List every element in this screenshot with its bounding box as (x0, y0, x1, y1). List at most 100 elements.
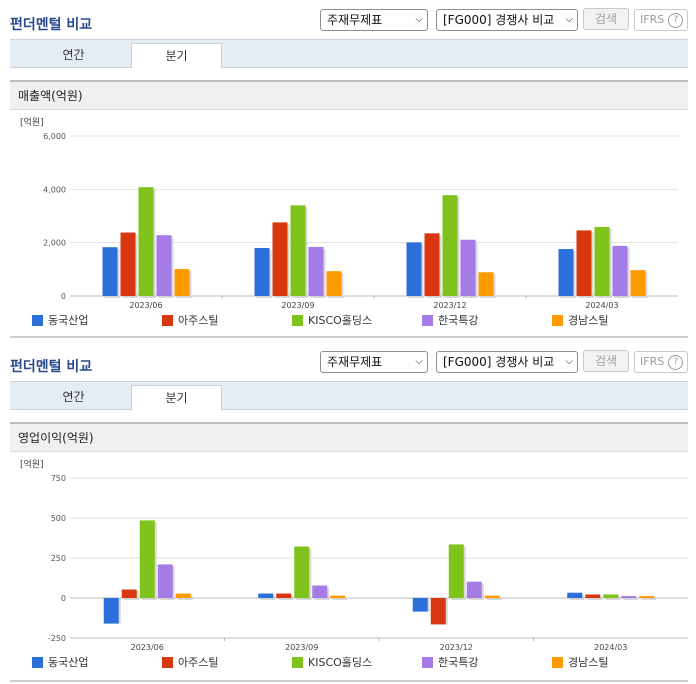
legend-swatch (162, 657, 173, 668)
bar-아주스틸 (430, 598, 446, 625)
section-divider (10, 680, 688, 682)
compare-select-value: [FG000] 경쟁사 비교 (443, 355, 555, 369)
bar-동국산업 (258, 593, 274, 598)
bar-한국특강 (156, 235, 172, 296)
bar-동국산업 (103, 598, 119, 624)
bar-KISCO홀딩스 (290, 205, 306, 296)
bar-KISCO홀딩스 (294, 546, 310, 598)
section-title: 펀더멘털 비교 (10, 17, 93, 33)
bar-경남스틸 (330, 595, 346, 598)
bar-아주스틸 (585, 594, 601, 598)
legend-label: 경남스틸 (568, 656, 608, 669)
x-tick-label: 2024/03 (585, 301, 618, 310)
bar-shadow (641, 598, 657, 600)
bar-한국특강 (621, 596, 637, 598)
tab-quarterly[interactable]: 분기 (131, 385, 222, 411)
legend-swatch (422, 657, 433, 668)
bar-아주스틸 (276, 593, 292, 598)
operating-profit-bar-chart: [억원] -250 0 250 500 750 2023/06 2023/09 2023/12 2… (20, 458, 688, 669)
legend-swatch (162, 315, 173, 326)
bar-동국산업 (558, 249, 574, 296)
legend-label: 한국특강 (438, 314, 478, 327)
legend-swatch (32, 315, 43, 326)
bar-KISCO홀딩스 (603, 594, 619, 598)
bar-동국산업 (254, 248, 270, 296)
statement-select-value: 주재무제표 (327, 355, 383, 369)
bar-경남스틸 (484, 595, 500, 598)
compare-select[interactable]: [FG000] 경쟁사 비교 ⌵ (436, 351, 578, 373)
bar-동국산업 (567, 592, 583, 598)
y-tick-label: 750 (51, 474, 66, 483)
bar-동국산업 (102, 247, 118, 296)
bar-동국산업 (412, 598, 428, 612)
bar-아주스틸 (424, 233, 440, 296)
compare-select[interactable]: [FG000] 경쟁사 비교 ⌵ (436, 9, 578, 31)
bar-한국특강 (157, 564, 173, 598)
chevron-down-icon: ⌵ (565, 14, 573, 25)
legend-swatch (32, 657, 43, 668)
bar-경남스틸 (478, 272, 494, 296)
compare-select-value: [FG000] 경쟁사 비교 (443, 13, 555, 27)
search-button[interactable]: 검색 (583, 350, 629, 372)
bar-경남스틸 (326, 271, 342, 296)
fundamental-compare-section-revenue: 펀더멘털 비교 주재무제표 ⌵ [FG000] 경쟁사 비교 ⌵ 검색 IFRS… (0, 0, 696, 340)
bar-shadow (332, 597, 348, 600)
y-tick-label: 0 (61, 594, 66, 603)
revenue-bar-chart: [억원] 0 2,000 4,000 6,000 2023/06 2023/09 2023/1… (20, 116, 678, 327)
y-tick-label: 250 (51, 554, 66, 563)
bar-경남스틸 (174, 269, 190, 296)
ifrs-help-button[interactable]: IFRS? (634, 9, 688, 31)
tab-quarterly[interactable]: 분기 (131, 43, 222, 69)
bar-한국특강 (466, 581, 482, 598)
period-tabs: 연간 분기 (10, 39, 688, 69)
bar-아주스틸 (120, 232, 136, 296)
x-tick-label: 2023/09 (281, 301, 314, 310)
bar-한국특강 (308, 246, 324, 296)
tab-annual[interactable]: 연간 (62, 48, 85, 62)
y-axis-unit: [억원] (20, 116, 44, 128)
statement-select[interactable]: 주재무제표 ⌵ (320, 9, 428, 31)
help-icon: ? (668, 354, 684, 370)
y-axis-unit: [억원] (20, 458, 44, 470)
period-tabs: 연간 분기 (10, 381, 688, 411)
x-tick-label: 2023/06 (131, 643, 164, 652)
bar-아주스틸 (121, 589, 137, 598)
legend-label: 경남스틸 (568, 314, 608, 327)
chevron-down-icon: ⌵ (415, 356, 423, 367)
x-tick-label: 2023/12 (433, 301, 466, 310)
x-tick-label: 2023/09 (285, 643, 318, 652)
statement-select-value: 주재무제표 (327, 13, 383, 27)
bar-경남스틸 (630, 270, 646, 296)
bar-KISCO홀딩스 (442, 195, 458, 296)
y-tick-label: 2,000 (43, 239, 66, 248)
chevron-down-icon: ⌵ (565, 356, 573, 367)
bar-경남스틸 (639, 596, 655, 598)
y-tick-label: 4,000 (43, 185, 66, 194)
tab-annual[interactable]: 연간 (62, 390, 85, 404)
legend-label: KISCO홀딩스 (308, 656, 372, 669)
bar-shadow (486, 597, 502, 600)
bar-KISCO홀딩스 (139, 520, 155, 598)
bar-shadow (587, 596, 603, 600)
y-tick-label: 500 (51, 514, 66, 523)
statement-select[interactable]: 주재무제표 ⌵ (320, 351, 428, 373)
search-button[interactable]: 검색 (583, 8, 629, 30)
legend-label: 아주스틸 (178, 656, 218, 669)
bar-shadow (623, 598, 639, 600)
x-tick-label: 2024/03 (594, 643, 627, 652)
y-tick-label: -250 (48, 634, 66, 643)
bar-아주스틸 (576, 230, 592, 296)
bar-한국특강 (312, 585, 328, 598)
legend-swatch (292, 315, 303, 326)
legend-label: KISCO홀딩스 (308, 314, 372, 327)
section-divider (10, 336, 688, 338)
ifrs-help-button[interactable]: IFRS? (634, 351, 688, 373)
bar-한국특강 (612, 245, 628, 296)
y-tick-label: 0 (61, 292, 66, 301)
bar-KISCO홀딩스 (594, 226, 610, 296)
x-tick-label: 2023/06 (129, 301, 162, 310)
legend-swatch (292, 657, 303, 668)
chart-title: 매출액(억원) (10, 80, 688, 110)
fundamental-compare-section-operating-profit: 펀더멘털 비교 주재무제표 ⌵ [FG000] 경쟁사 비교 ⌵ 검색 IFRS… (0, 342, 696, 684)
bar-KISCO홀딩스 (448, 544, 464, 598)
